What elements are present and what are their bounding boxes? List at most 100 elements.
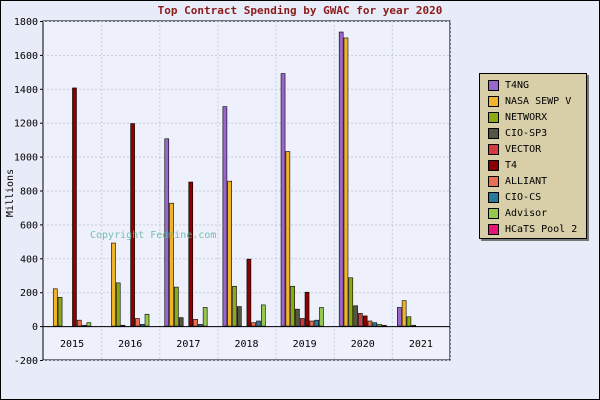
y-tick-label: 1600 [14, 51, 38, 62]
bar-alliant-2018 [251, 322, 256, 327]
bar-advisor-2015 [86, 322, 92, 327]
legend-item: CIO-SP3 [488, 126, 547, 140]
legend-item: CIO-CS [488, 190, 541, 204]
bar-networx-2016 [115, 282, 121, 327]
bar-cio-cs-2017 [198, 324, 203, 327]
y-tick-label: 1400 [14, 85, 38, 96]
legend-item: NETWORX [488, 110, 547, 124]
bar-t4-2015 [72, 87, 77, 327]
legend-label: ALLIANT [505, 175, 548, 187]
y-tick-label: 0 [32, 322, 38, 333]
bar-networx-2017 [174, 286, 179, 327]
bar-alliant-2016 [135, 318, 140, 327]
bar-cio-sp3-2017 [178, 317, 184, 327]
legend-swatch [488, 95, 499, 107]
bar-t4ng-2019 [280, 73, 286, 327]
bar-alliant-2017 [193, 319, 198, 327]
legend-swatch [488, 79, 499, 91]
legend-swatch [488, 143, 499, 155]
bar-cio-sp3-2018 [237, 306, 242, 327]
bar-alliant-2020 [367, 320, 373, 327]
x-tick-label: 2016 [118, 339, 142, 350]
y-axis-label: Millions [5, 169, 16, 217]
bar-nasa-sewp-v-2016 [111, 242, 116, 327]
bar-networx-2018 [232, 285, 237, 327]
legend-swatch [488, 207, 499, 219]
y-tick-label: 1000 [14, 153, 38, 164]
bar-alliant-2015 [76, 319, 82, 327]
bar-advisor-2016 [144, 313, 150, 327]
legend-label: NETWORX [505, 111, 548, 123]
bar-cio-sp3-2019 [295, 308, 300, 327]
legend-item: VECTOR [488, 142, 541, 156]
bar-networx-2020 [348, 277, 354, 327]
bar-t4ng-2020 [338, 31, 344, 327]
bar-advisor-2017 [202, 307, 208, 327]
plot-area [42, 20, 451, 361]
bar-advisor-2020 [377, 324, 382, 327]
bar-nasa-sewp-v-2018 [227, 180, 232, 327]
legend-item: Advisor [488, 206, 547, 220]
bar-vector-2020 [358, 313, 363, 327]
y-tick-label: 400 [20, 254, 38, 265]
y-tick-label: 1200 [14, 119, 38, 130]
bar-t4-2018 [246, 258, 252, 327]
bar-cio-cs-2020 [372, 322, 378, 327]
legend-item: NASA SEWP V [488, 94, 571, 108]
legend-swatch [488, 111, 499, 123]
legend-swatch [488, 191, 499, 203]
legend-label: T4 [505, 159, 518, 171]
bar-t4-2019 [304, 291, 310, 327]
legend-item: HCaTS Pool 2 [488, 222, 577, 236]
legend-swatch [488, 175, 499, 187]
legend-label: Advisor [505, 207, 548, 219]
legend-swatch [488, 159, 499, 171]
bar-cio-cs-2016 [139, 324, 145, 327]
chart-title: Top Contract Spending by GWAC for year 2… [157, 4, 443, 17]
bar-nasa-sewp-v-2015 [52, 288, 58, 327]
bar-networx-2021 [406, 316, 412, 327]
x-tick-label: 2020 [351, 339, 375, 350]
y-tick-label: 800 [20, 187, 38, 198]
y-tick-label: 200 [20, 288, 38, 299]
x-tick-label: 2021 [409, 339, 433, 350]
bar-vector-2019 [299, 318, 305, 327]
x-tick-label: 2018 [234, 339, 258, 350]
legend-swatch [488, 223, 499, 235]
legend-item: T4NG [488, 78, 529, 92]
copyright-watermark: Copyright Fedmine.com [90, 230, 217, 241]
bar-cio-cs-2019 [314, 319, 319, 327]
legend-label: VECTOR [505, 143, 542, 155]
bar-nasa-sewp-v-2017 [169, 202, 174, 327]
bar-t4ng-2021 [397, 307, 402, 327]
bar-networx-2015 [57, 296, 63, 327]
bar-alliant-2019 [309, 320, 315, 327]
y-tick-label: 600 [20, 220, 38, 231]
legend-item: ALLIANT [488, 174, 547, 188]
bar-advisor-2019 [319, 307, 324, 327]
x-tick-label: 2019 [293, 339, 317, 350]
legend-label: HCaTS Pool 2 [505, 223, 578, 235]
bar-advisor-2018 [260, 304, 266, 327]
legend-label: T4NG [505, 79, 530, 91]
legend-swatch [488, 127, 499, 139]
bar-networx-2019 [290, 285, 295, 327]
x-tick-label: 2015 [60, 339, 84, 350]
legend-label: CIO-CS [505, 191, 542, 203]
bar-nasa-sewp-v-2021 [401, 300, 407, 327]
y-tick-label: -200 [14, 356, 38, 367]
bar-t4ng-2018 [222, 106, 228, 327]
legend-label: NASA SEWP V [505, 95, 572, 107]
bar-t4-2016 [130, 123, 135, 327]
bar-t4-2017 [188, 181, 194, 327]
bar-cio-sp3-2020 [353, 305, 358, 327]
legend-item: T4 [488, 158, 517, 172]
legend-label: CIO-SP3 [505, 127, 548, 139]
bar-nasa-sewp-v-2020 [343, 37, 349, 327]
chart-legend: T4NG NASA SEWP V NETWORX CIO-SP3 VECTOR T4 ALL… [479, 73, 587, 239]
bar-t4-2020 [362, 315, 368, 327]
bar-nasa-sewp-v-2019 [285, 151, 291, 327]
bar-cio-cs-2018 [256, 320, 261, 327]
x-tick-label: 2017 [176, 339, 200, 350]
